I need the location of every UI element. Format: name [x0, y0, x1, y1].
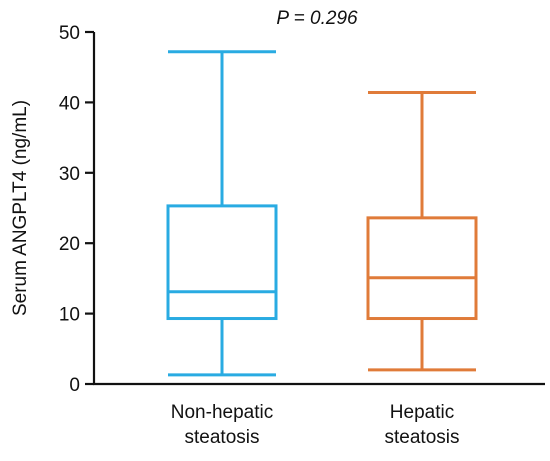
x-category-label: Hepatic — [390, 402, 454, 423]
y-tick-label: 10 — [59, 305, 80, 326]
x-category-label: steatosis — [185, 427, 260, 448]
box-group — [166, 50, 278, 377]
iqr-box — [366, 216, 478, 321]
x-category-labels: Non-hepatic steatosis Hepatic steatosis — [171, 402, 460, 448]
p-value-annotation: P = 0.296 — [276, 8, 358, 29]
x-category-label: steatosis — [385, 427, 460, 448]
y-tick-label: 30 — [59, 164, 80, 185]
y-ticks: 0 10 20 30 40 50 — [59, 23, 94, 396]
iqr-box — [166, 204, 278, 321]
x-category-label: Non-hepatic — [171, 402, 273, 423]
y-tick-label: 40 — [59, 93, 80, 114]
box-group — [366, 91, 478, 372]
box-plot-series — [166, 50, 478, 377]
y-tick-label: 50 — [59, 23, 80, 44]
y-axis-label: Serum ANGPLT4 (ng/mL) — [10, 100, 31, 316]
y-tick-label: 20 — [59, 234, 80, 255]
y-tick-label: 0 — [69, 375, 80, 396]
